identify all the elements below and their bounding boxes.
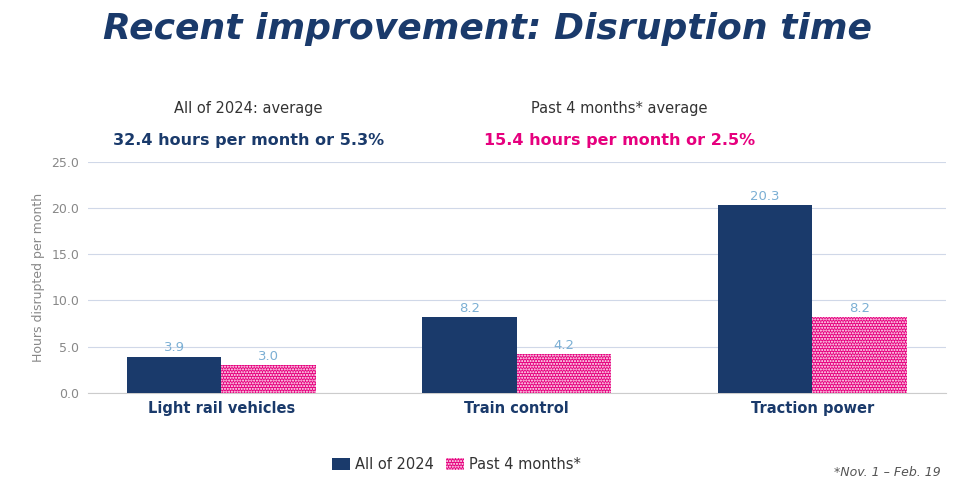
Text: 8.2: 8.2 [849,302,870,315]
Y-axis label: Hours disrupted per month: Hours disrupted per month [31,193,45,362]
Text: 3.9: 3.9 [164,342,184,355]
Text: 20.3: 20.3 [750,190,780,203]
Text: 8.2: 8.2 [459,302,480,315]
Bar [127,357,221,393]
Text: 32.4 hours per month or 5.3%: 32.4 hours per month or 5.3% [113,133,384,148]
Bar [422,317,517,393]
Text: 4.2: 4.2 [554,339,574,352]
Text: 15.4 hours per month or 2.5%: 15.4 hours per month or 2.5% [484,133,755,148]
Legend: All of 2024, Past 4 months*: All of 2024, Past 4 months* [327,451,587,478]
Bar [221,365,316,393]
Text: *Nov. 1 – Feb. 19: *Nov. 1 – Feb. 19 [835,466,941,479]
Bar [812,317,907,393]
Bar [517,354,611,393]
Text: Past 4 months* average: Past 4 months* average [530,101,708,116]
Bar [718,205,812,393]
Text: 3.0: 3.0 [258,350,279,363]
Text: All of 2024: average: All of 2024: average [175,101,323,116]
Text: Recent improvement: Disruption time: Recent improvement: Disruption time [103,12,872,46]
